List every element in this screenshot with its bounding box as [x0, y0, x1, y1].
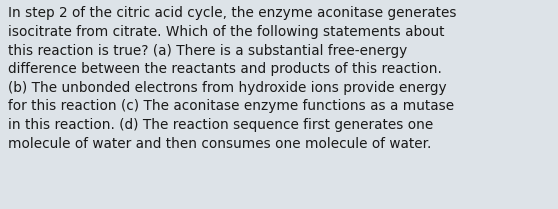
- Text: In step 2 of the citric acid cycle, the enzyme aconitase generates
isocitrate fr: In step 2 of the citric acid cycle, the …: [8, 6, 457, 151]
